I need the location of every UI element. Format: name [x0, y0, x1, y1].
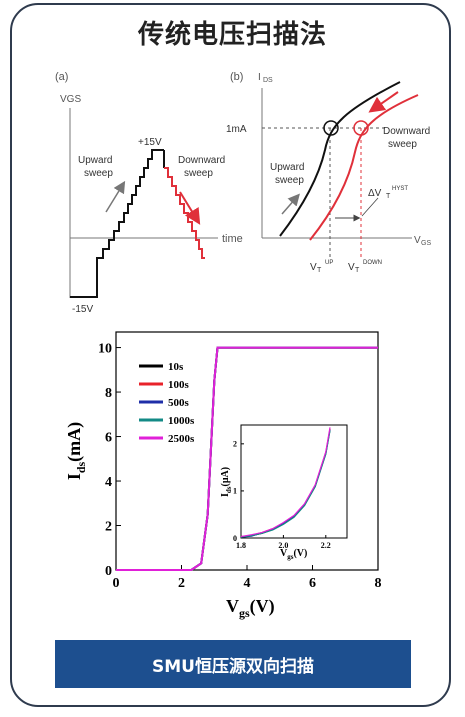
b-vt-down-sub: T — [355, 267, 360, 274]
main-y-tick-label: 0 — [105, 564, 112, 579]
legend-label-2500s: 2500s — [168, 433, 195, 445]
legend-label-10s: 10s — [168, 361, 184, 373]
main-y-tick-label: 10 — [98, 341, 112, 356]
inset-x-axis-label: Vgs(V) — [280, 548, 307, 561]
inset-plot-frame — [240, 424, 348, 539]
b-vt-up-sup: UP — [325, 260, 333, 266]
a-upward-label-1: Upward — [78, 155, 112, 166]
main-y-tick-label: 2 — [105, 519, 112, 534]
main-y-axis-label: Ids(mA) — [64, 422, 88, 480]
a-y-axis-label: VGS — [60, 94, 81, 105]
a-bottom-level-label: -15V — [72, 304, 93, 315]
inset-chart: 1.8 2.0 2.2 0 1 2 Vgs(V) Ids(μA) — [220, 424, 348, 561]
main-x-tick-label: 2 — [178, 576, 185, 591]
inset-x-tick-label: 2.2 — [321, 541, 331, 550]
a-x-axis-label: time — [222, 233, 243, 245]
b-hyst-sub: T — [386, 193, 391, 200]
b-hyst-label: ΔV — [368, 188, 382, 199]
main-y-tick-label: 8 — [105, 386, 112, 401]
page-title: 传统电压扫描法 — [137, 20, 327, 50]
legend-label-1000s: 1000s — [168, 415, 195, 427]
b-downward-label-1: Downward — [383, 126, 430, 137]
legend-label-100s: 100s — [168, 379, 190, 391]
a-downward-label-2: sweep — [184, 168, 213, 179]
b-upward-label-1: Upward — [270, 162, 304, 173]
a-downward-arrow — [179, 191, 201, 225]
footer-banner: SMU恒压源双向扫描 — [55, 640, 411, 688]
b-downward-label-2: sweep — [388, 139, 417, 150]
b-x-axis-sub: GS — [421, 240, 431, 247]
b-hyst-sup: HYST — [392, 186, 408, 192]
b-y-axis-sub: DS — [263, 77, 273, 84]
b-vt-down-sup: DOWN — [363, 260, 382, 266]
inset-x-tick-label: 2.0 — [278, 541, 288, 550]
panel-a-label: (a) — [55, 71, 68, 83]
diagram-a: (a) VGS time +15V -15V Upward sweep Down… — [55, 71, 243, 315]
main-series-2500s — [116, 346, 378, 571]
b-upward-label-2: sweep — [275, 175, 304, 186]
diagram-b: (b) I DS V GS 1mA ΔV T HYST Upward sweep… — [226, 71, 431, 274]
panel-b-label: (b) — [230, 71, 243, 83]
a-downward-label-1: Downward — [178, 155, 225, 166]
main-x-axis-label: Vgs(V) — [226, 596, 275, 620]
b-upward-curve — [279, 81, 401, 237]
main-x-tick-label: 8 — [375, 576, 382, 591]
main-x-tick-label: 6 — [309, 576, 316, 591]
inset-y-axis-label: Ids(μA) — [220, 467, 233, 497]
a-upward-label-2: sweep — [84, 168, 113, 179]
b-downward-arrow — [368, 91, 399, 113]
b-vt-up-marker — [323, 120, 339, 136]
inset-series-1000s — [240, 430, 331, 538]
main-x-tick-label: 4 — [244, 576, 251, 591]
main-y-tick-label: 4 — [105, 475, 112, 490]
legend-label-500s: 500s — [168, 397, 190, 409]
b-upward-arrow — [281, 193, 300, 215]
a-upward-staircase — [70, 149, 164, 298]
b-x-axis-label: V — [414, 235, 421, 246]
b-vt-down-marker — [353, 120, 369, 136]
a-downward-staircase — [164, 167, 205, 259]
b-current-level-label: 1mA — [226, 124, 247, 135]
inset-y-tick-label: 1 — [233, 487, 237, 496]
inset-x-tick-label: 1.8 — [236, 541, 246, 550]
main-y-tick-label: 6 — [105, 430, 112, 445]
b-vt-up-label: V — [310, 262, 317, 273]
b-downward-curve — [309, 94, 419, 241]
inset-y-tick-label: 2 — [233, 440, 237, 449]
b-y-axis-label: I — [258, 72, 261, 83]
inset-y-tick-label: 0 — [233, 534, 237, 543]
b-vt-down-label: V — [348, 262, 355, 273]
main-x-tick-label: 0 — [113, 576, 120, 591]
a-top-level-label: +15V — [138, 137, 162, 148]
inset-series-2500s — [240, 427, 331, 538]
b-hyst-leader — [361, 197, 379, 217]
b-vt-up-sub: T — [317, 267, 322, 274]
a-upward-arrow — [105, 180, 126, 213]
